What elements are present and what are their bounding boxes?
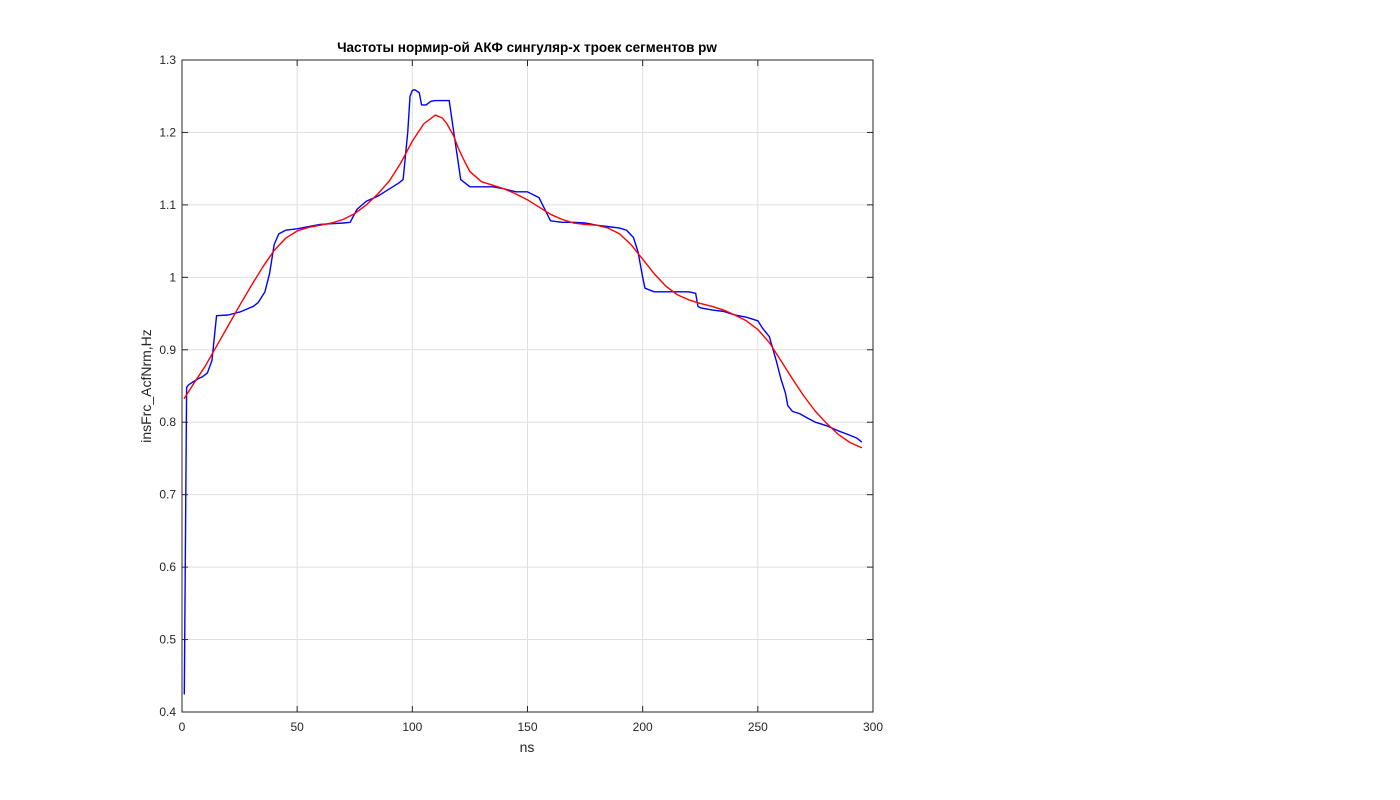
x-tick-label: 300 <box>863 720 883 734</box>
y-tick-label: 1 <box>169 270 176 284</box>
y-tick-label: 0.7 <box>159 488 176 502</box>
y-tick-label: 0.9 <box>159 343 176 357</box>
y-tick-label: 0.6 <box>159 560 176 574</box>
x-tick-label: 50 <box>290 720 304 734</box>
y-tick-label: 0.5 <box>159 633 176 647</box>
y-axis-label: insFrc_AcfNrm,Hz <box>138 329 154 443</box>
y-tick-label: 1.3 <box>159 53 176 67</box>
x-tick-label: 0 <box>179 720 186 734</box>
x-tick-label: 100 <box>402 720 422 734</box>
ticks: 0 50 100 150 200 250 300 0.4 0.5 0.6 0.7 0.8 0.9 1 1.1… <box>159 53 883 734</box>
series-line-blue <box>183 88 863 695</box>
series-group <box>183 88 863 695</box>
series-line-red <box>183 114 863 449</box>
y-tick-label: 0.8 <box>159 415 176 429</box>
x-tick-label: 150 <box>517 720 537 734</box>
x-tick-label: 250 <box>748 720 768 734</box>
chart-title: Частоты нормир-ой АКФ сингуляр-х троек с… <box>337 40 717 55</box>
x-axis-label: ns <box>520 739 535 755</box>
x-tick-label: 200 <box>633 720 653 734</box>
y-tick-label: 1.1 <box>159 198 176 212</box>
y-tick-label: 1.2 <box>159 125 176 139</box>
y-tick-label: 0.4 <box>159 705 176 719</box>
